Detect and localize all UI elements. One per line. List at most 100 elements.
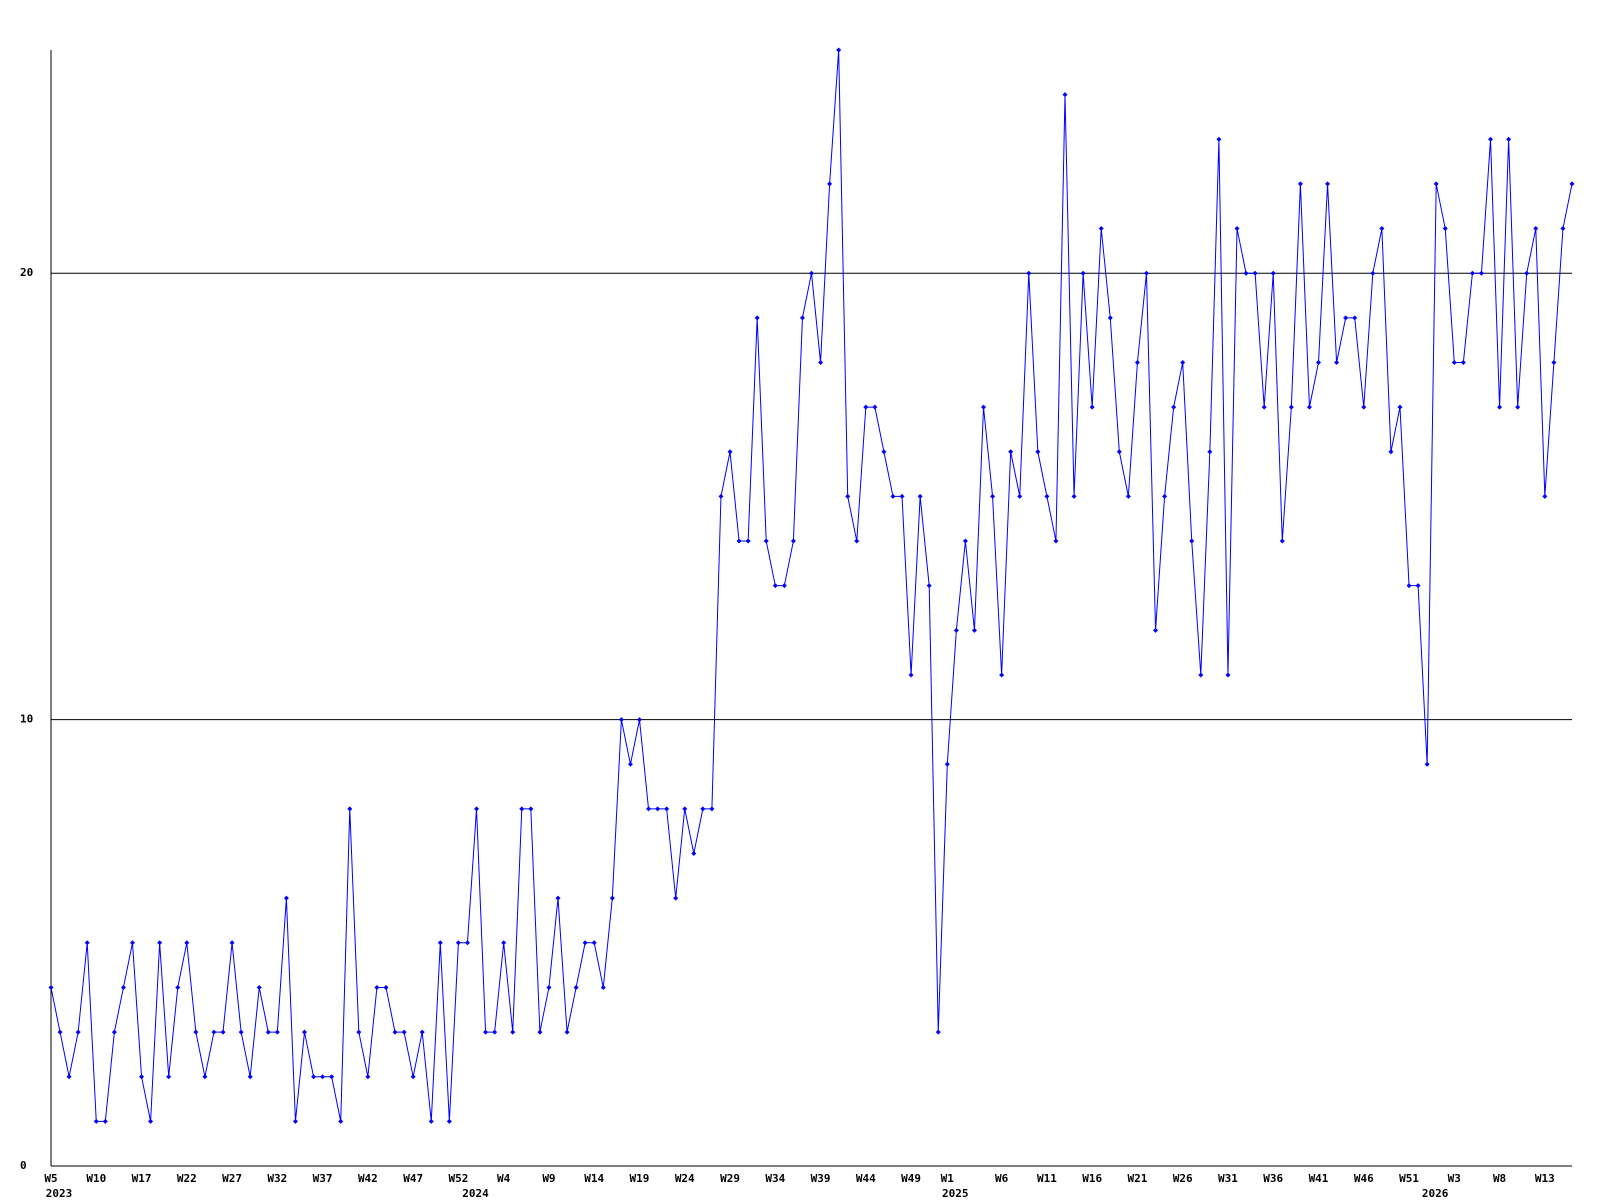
point bbox=[175, 984, 181, 990]
point bbox=[1442, 226, 1448, 232]
x-tick-label: W17 bbox=[132, 1172, 152, 1185]
point bbox=[247, 1074, 253, 1080]
point bbox=[464, 940, 470, 946]
point bbox=[383, 984, 389, 990]
point bbox=[1370, 270, 1376, 276]
x-tick-label: W42 bbox=[358, 1172, 378, 1185]
x-tick-label: W34 bbox=[765, 1172, 785, 1185]
point bbox=[646, 806, 652, 812]
point bbox=[962, 538, 968, 544]
x-tick-label: W4 bbox=[497, 1172, 511, 1185]
point bbox=[754, 315, 760, 321]
point bbox=[1116, 449, 1122, 455]
point bbox=[618, 717, 624, 723]
point bbox=[202, 1074, 208, 1080]
point bbox=[1388, 449, 1394, 455]
point bbox=[863, 404, 869, 410]
point bbox=[582, 940, 588, 946]
x-tick-label: W14 bbox=[584, 1172, 604, 1185]
point bbox=[1334, 359, 1340, 365]
point bbox=[1415, 583, 1421, 589]
x-tick-label: W8 bbox=[1493, 1172, 1506, 1185]
x-tick-label: W47 bbox=[403, 1172, 423, 1185]
point bbox=[401, 1029, 407, 1035]
point bbox=[1080, 270, 1086, 276]
y-tick-label: 10 bbox=[20, 713, 33, 726]
x-tick-label: W27 bbox=[222, 1172, 242, 1185]
point bbox=[673, 895, 679, 901]
point bbox=[311, 1074, 317, 1080]
point bbox=[1053, 538, 1059, 544]
point bbox=[935, 1029, 941, 1035]
point bbox=[111, 1029, 117, 1035]
point bbox=[1469, 270, 1475, 276]
point bbox=[1189, 538, 1195, 544]
year-label: 2023 bbox=[46, 1187, 73, 1200]
point bbox=[1397, 404, 1403, 410]
point bbox=[1288, 404, 1294, 410]
year-label: 2024 bbox=[462, 1187, 489, 1200]
x-tick-label: W24 bbox=[675, 1172, 695, 1185]
point bbox=[1560, 226, 1566, 232]
point bbox=[1098, 226, 1104, 232]
point bbox=[1497, 404, 1503, 410]
point bbox=[1433, 181, 1439, 187]
x-tick-label: W41 bbox=[1309, 1172, 1329, 1185]
point bbox=[1017, 493, 1023, 499]
point bbox=[265, 1029, 271, 1035]
x-tick-label: W9 bbox=[542, 1172, 555, 1185]
x-tick-label: W22 bbox=[177, 1172, 197, 1185]
point bbox=[374, 984, 380, 990]
y-tick-label: 0 bbox=[20, 1159, 27, 1172]
point bbox=[881, 449, 887, 455]
point bbox=[274, 1029, 280, 1035]
point bbox=[75, 1029, 81, 1035]
point bbox=[446, 1118, 452, 1124]
point bbox=[763, 538, 769, 544]
point bbox=[1506, 136, 1512, 142]
point bbox=[93, 1118, 99, 1124]
point bbox=[790, 538, 796, 544]
x-tick-label: W36 bbox=[1263, 1172, 1283, 1185]
point bbox=[1243, 270, 1249, 276]
point bbox=[537, 1029, 543, 1035]
point bbox=[102, 1118, 108, 1124]
point bbox=[1171, 404, 1177, 410]
point bbox=[1279, 538, 1285, 544]
x-tick-label: W10 bbox=[86, 1172, 106, 1185]
point bbox=[229, 940, 235, 946]
point bbox=[1406, 583, 1412, 589]
point bbox=[492, 1029, 498, 1035]
point bbox=[419, 1029, 425, 1035]
point bbox=[664, 806, 670, 812]
point bbox=[1270, 270, 1276, 276]
point bbox=[1316, 359, 1321, 365]
point bbox=[981, 404, 987, 410]
x-tick-label: W26 bbox=[1173, 1172, 1193, 1185]
point bbox=[971, 627, 977, 633]
x-tick-label: W51 bbox=[1399, 1172, 1419, 1185]
point bbox=[392, 1029, 398, 1035]
point bbox=[302, 1029, 307, 1035]
point bbox=[818, 359, 824, 365]
point bbox=[166, 1074, 172, 1080]
point bbox=[944, 761, 950, 767]
x-tick-label: W1 bbox=[941, 1172, 955, 1185]
point bbox=[1134, 359, 1140, 365]
point bbox=[1198, 672, 1204, 678]
point bbox=[1542, 493, 1548, 499]
point bbox=[609, 895, 615, 901]
point bbox=[1352, 315, 1358, 321]
point bbox=[772, 583, 778, 589]
year-label: 2025 bbox=[942, 1187, 969, 1200]
x-tick-label: W32 bbox=[267, 1172, 287, 1185]
point bbox=[1143, 270, 1149, 276]
point bbox=[1125, 493, 1131, 499]
point bbox=[627, 761, 633, 767]
point bbox=[1071, 493, 1077, 499]
point bbox=[84, 940, 90, 946]
point bbox=[999, 672, 1005, 678]
point bbox=[890, 493, 896, 499]
point bbox=[926, 583, 932, 589]
point bbox=[1343, 315, 1349, 321]
